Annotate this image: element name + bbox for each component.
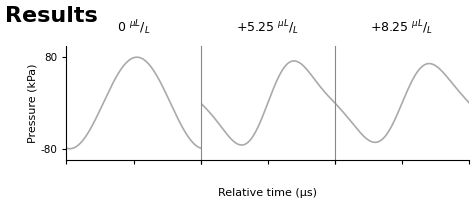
Text: $0\ ^{\mu L}/_{L}$: $0\ ^{\mu L}/_{L}$ <box>117 18 150 37</box>
Y-axis label: Pressure (kPa): Pressure (kPa) <box>27 63 37 143</box>
Text: Relative time (μs): Relative time (μs) <box>219 188 317 198</box>
Text: $+5.25\ ^{\mu L}/_{L}$: $+5.25\ ^{\mu L}/_{L}$ <box>236 18 300 37</box>
Text: $+8.25\ ^{\mu L}/_{L}$: $+8.25\ ^{\mu L}/_{L}$ <box>371 18 434 37</box>
Text: Results: Results <box>5 6 98 26</box>
